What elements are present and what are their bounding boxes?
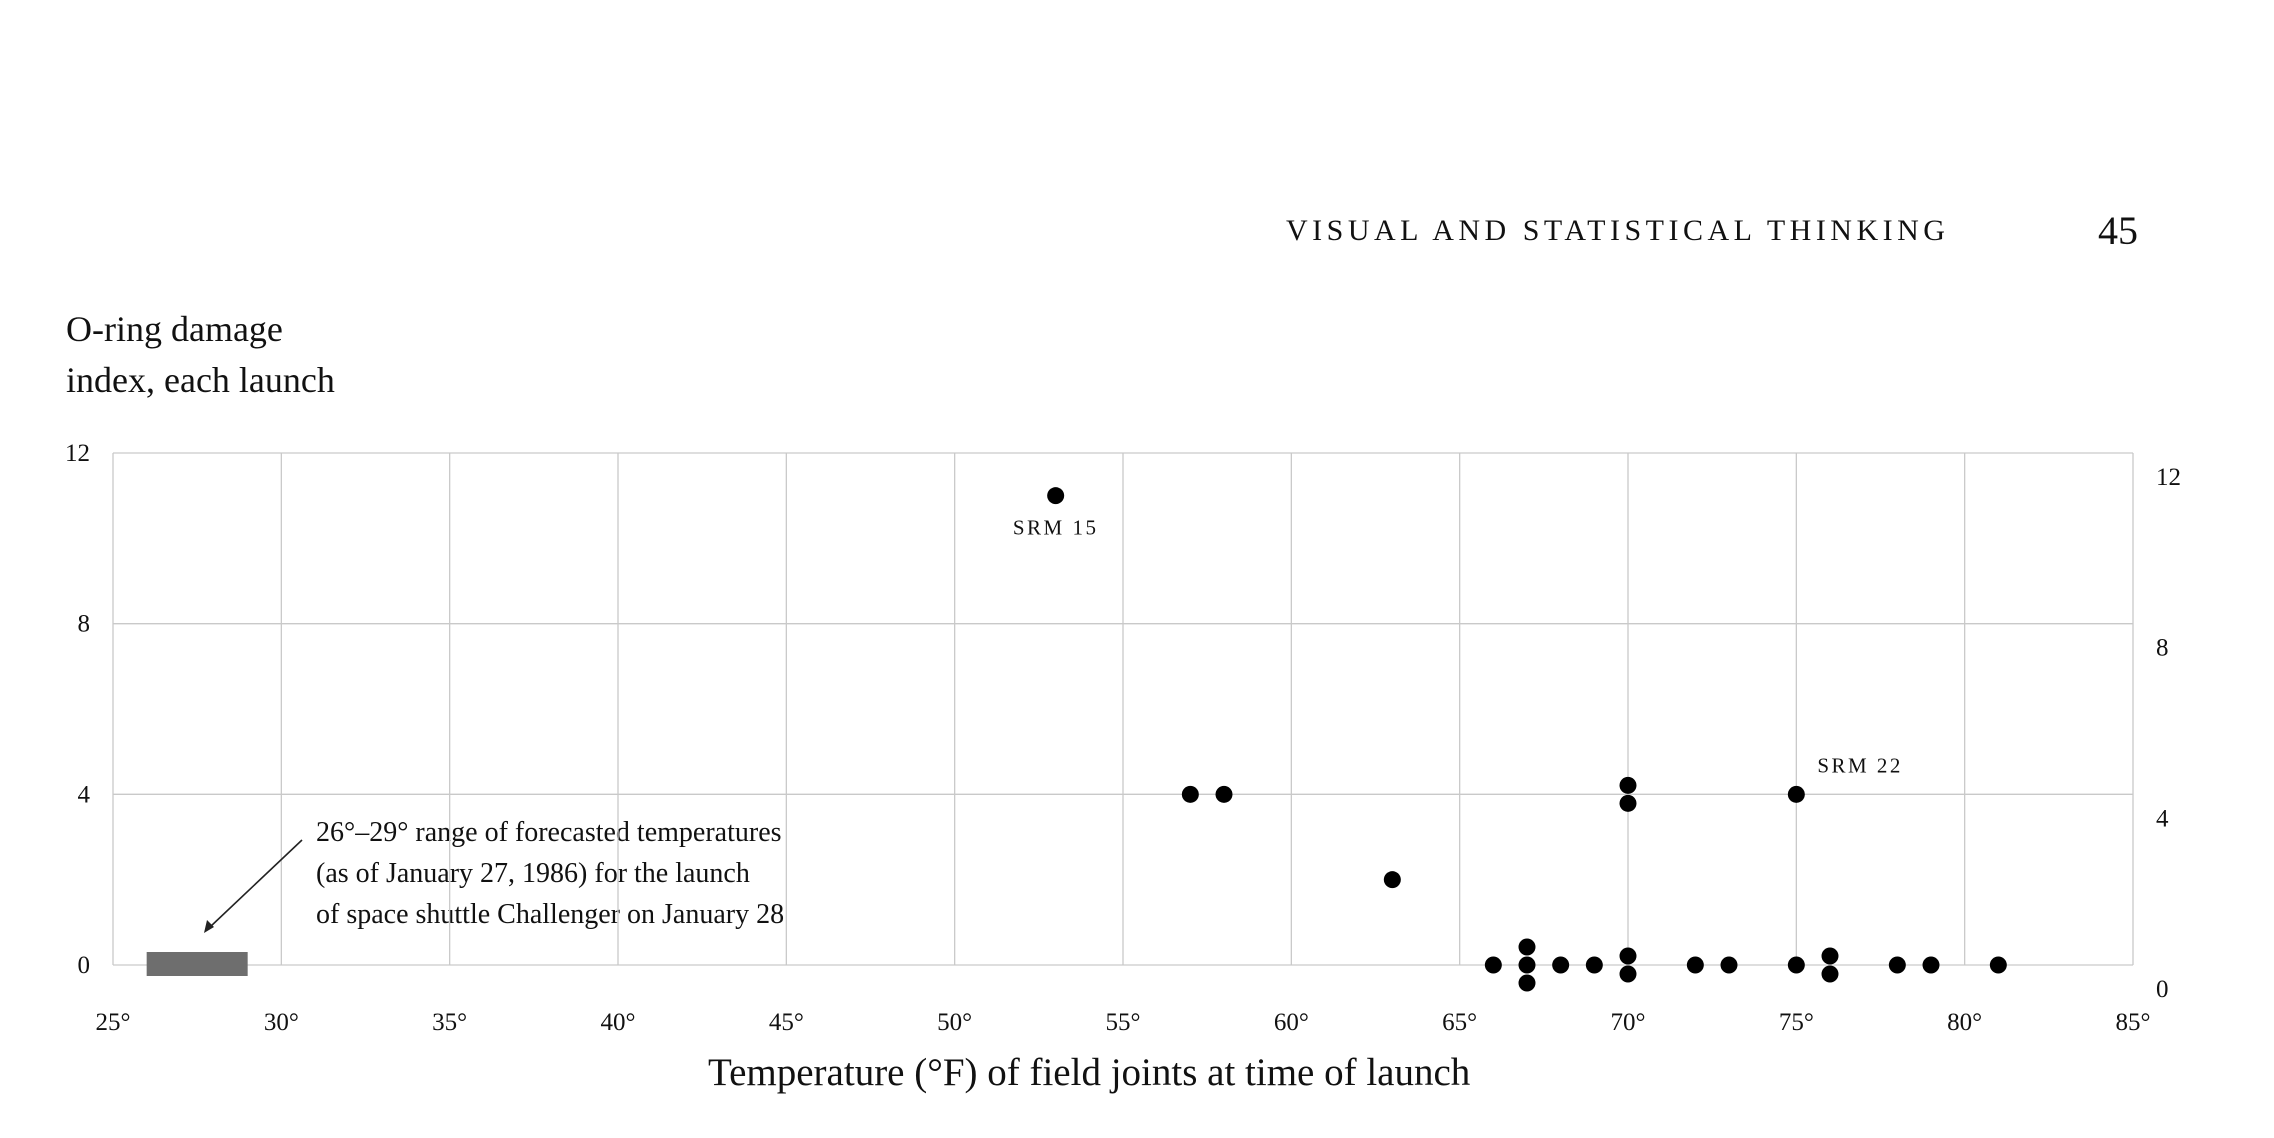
y-tick-label-left: 0	[78, 952, 91, 979]
data-point	[1922, 956, 1940, 974]
data-point	[1181, 785, 1199, 803]
data-point	[1989, 956, 2007, 974]
y-tick-label-right: 4	[2156, 805, 2169, 832]
data-point	[1518, 956, 1536, 974]
y-axis-label-line-1: O-ring damage	[66, 309, 283, 349]
x-tick-label: 65°	[1442, 1009, 1477, 1036]
y-tick-label-right: 0	[2156, 976, 2169, 1003]
point-label: SRM 15	[1013, 516, 1099, 540]
data-point	[1518, 938, 1536, 956]
running-head: VISUAL AND STATISTICAL THINKING	[1286, 214, 1949, 248]
y-tick-label-left: 12	[65, 440, 90, 467]
data-point	[1619, 965, 1637, 983]
x-tick-label: 70°	[1611, 1009, 1646, 1036]
y-tick-label-right: 8	[2156, 635, 2169, 662]
data-point	[1518, 974, 1536, 992]
x-tick-label: 50°	[937, 1009, 972, 1036]
y-axis-label-line-2: index, each launch	[66, 360, 335, 400]
data-point	[1888, 956, 1906, 974]
forecast-range-bar	[146, 952, 248, 976]
data-point	[1484, 956, 1502, 974]
running-title: VISUAL AND STATISTICAL THINKING	[1286, 214, 1950, 247]
y-tick-label-left: 4	[78, 781, 91, 808]
data-point	[1383, 871, 1401, 889]
y-tick-label-right: 12	[2156, 464, 2181, 491]
annotation-line-2: (as of January 27, 1986) for the launch	[316, 858, 750, 889]
annotation-line-3: of space shuttle Challenger on January 2…	[316, 899, 785, 930]
x-axis-label: Temperature (°F) of field joints at time…	[708, 1051, 1471, 1094]
x-tick-label: 35°	[432, 1009, 467, 1036]
point-label: SRM 22	[1817, 753, 1903, 777]
forecast-annotation: 26°–29° range of forecasted temperatures…	[316, 812, 784, 935]
data-point	[1787, 785, 1805, 803]
x-tick-label: 80°	[1947, 1009, 1982, 1036]
data-point	[1585, 956, 1603, 974]
x-tick-label: 60°	[1274, 1009, 1309, 1036]
x-tick-label: 25°	[96, 1009, 131, 1036]
data-point	[1552, 956, 1570, 974]
page-number: 45	[2098, 208, 2138, 253]
data-point	[1619, 776, 1637, 794]
data-point	[1720, 956, 1738, 974]
data-point	[1821, 947, 1839, 965]
data-point	[1215, 785, 1233, 803]
data-point	[1047, 487, 1065, 505]
data-point	[1619, 947, 1637, 965]
data-point	[1787, 956, 1805, 974]
y-axis-label: O-ring damage index, each launch	[66, 304, 335, 406]
data-point	[1821, 965, 1839, 983]
annotation-arrowhead	[204, 920, 214, 933]
annotation-arrow	[209, 839, 303, 928]
x-tick-label: 45°	[769, 1009, 804, 1036]
x-tick-label: 40°	[601, 1009, 636, 1036]
y-tick-label-left: 8	[78, 611, 91, 638]
annotation-line-1: 26°–29° range of forecasted temperatures	[316, 817, 782, 848]
x-tick-label: 85°	[2116, 1009, 2151, 1036]
data-point	[1619, 794, 1637, 812]
x-tick-label: 75°	[1779, 1009, 1814, 1036]
x-tick-label: 55°	[1106, 1009, 1141, 1036]
x-tick-label: 30°	[264, 1009, 299, 1036]
data-point	[1686, 956, 1704, 974]
